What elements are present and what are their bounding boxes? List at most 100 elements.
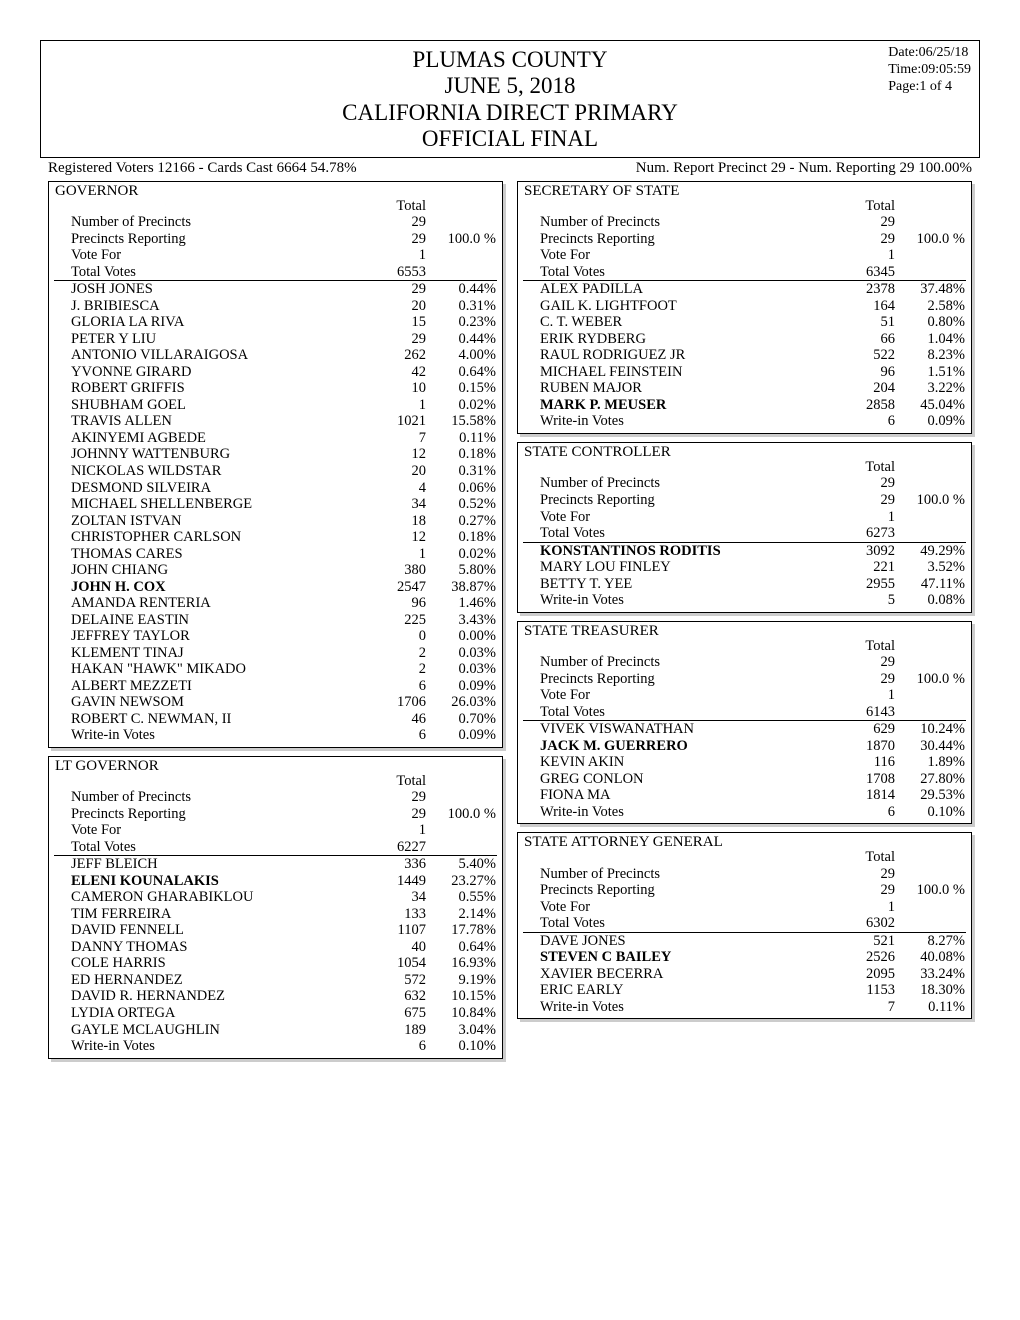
candidate-name: JOSH JONES bbox=[55, 281, 366, 298]
candidate-row: BETTY T. YEE295547.11% bbox=[524, 576, 965, 593]
candidate-votes: 15 bbox=[366, 314, 426, 331]
candidate-name: LYDIA ORTEGA bbox=[55, 1005, 366, 1022]
candidate-pct: 0.09% bbox=[426, 678, 496, 695]
candidate-votes: 1153 bbox=[835, 982, 895, 999]
candidate-votes: 1021 bbox=[366, 413, 426, 430]
candidate-row: XAVIER BECERRA209533.24% bbox=[524, 966, 965, 983]
candidate-name: YVONNE GIRARD bbox=[55, 364, 366, 381]
total-header-row: Total bbox=[524, 638, 965, 655]
candidate-votes: 380 bbox=[366, 562, 426, 579]
candidate-row: TRAVIS ALLEN102115.58% bbox=[55, 413, 496, 430]
candidate-name: DAVID R. HERNANDEZ bbox=[55, 988, 366, 1005]
candidate-pct: 45.04% bbox=[895, 397, 965, 414]
candidate-row: DAVE JONES5218.27% bbox=[524, 933, 965, 950]
candidate-name: RAUL RODRIGUEZ JR bbox=[524, 347, 835, 364]
candidate-name: MICHAEL SHELLENBERGE bbox=[55, 496, 366, 513]
candidate-pct: 29.53% bbox=[895, 787, 965, 804]
candidate-pct: 3.04% bbox=[426, 1022, 496, 1039]
candidate-pct: 15.58% bbox=[426, 413, 496, 430]
candidate-name: GREG CONLON bbox=[524, 771, 835, 788]
row-name: Vote For bbox=[55, 822, 366, 839]
race-box: LT GOVERNORTotalNumber of Precincts29Pre… bbox=[48, 756, 503, 1059]
candidate-row: ALBERT MEZZETI60.09% bbox=[55, 678, 496, 695]
candidate-name: TRAVIS ALLEN bbox=[55, 413, 366, 430]
candidate-pct: 0.44% bbox=[426, 281, 496, 298]
header-row: Number of Precincts29 bbox=[55, 214, 496, 231]
candidate-votes: 5 bbox=[835, 592, 895, 609]
candidate-pct: 4.00% bbox=[426, 347, 496, 364]
candidate-votes: 29 bbox=[366, 331, 426, 348]
candidate-pct: 0.08% bbox=[895, 592, 965, 609]
row-value: 1 bbox=[835, 687, 895, 704]
candidate-row: Write-in Votes60.10% bbox=[524, 804, 965, 821]
candidate-row: COLE HARRIS105416.93% bbox=[55, 955, 496, 972]
candidate-row: RUBEN MAJOR2043.22% bbox=[524, 380, 965, 397]
candidate-pct: 0.03% bbox=[426, 645, 496, 662]
candidate-name: JOHNNY WATTENBURG bbox=[55, 446, 366, 463]
row-name: Vote For bbox=[524, 899, 835, 916]
row-value: 29 bbox=[835, 671, 895, 688]
candidate-row: J. BRIBIESCA200.31% bbox=[55, 298, 496, 315]
candidate-row: AMANDA RENTERIA961.46% bbox=[55, 595, 496, 612]
candidate-name: GAVIN NEWSOM bbox=[55, 694, 366, 711]
candidate-votes: 2095 bbox=[835, 966, 895, 983]
row-value: 1 bbox=[366, 822, 426, 839]
candidate-name: TIM FERREIRA bbox=[55, 906, 366, 923]
row-value: 29 bbox=[366, 214, 426, 231]
candidate-pct: 5.80% bbox=[426, 562, 496, 579]
candidate-votes: 42 bbox=[366, 364, 426, 381]
candidate-votes: 0 bbox=[366, 628, 426, 645]
row-pct bbox=[895, 509, 965, 526]
row-value: 29 bbox=[835, 866, 895, 883]
candidate-votes: 2526 bbox=[835, 949, 895, 966]
stats-row: Registered Voters 12166 - Cards Cast 666… bbox=[40, 158, 980, 181]
candidate-row: JACK M. GUERRERO187030.44% bbox=[524, 738, 965, 755]
candidate-name: JOHN CHIANG bbox=[55, 562, 366, 579]
candidate-votes: 675 bbox=[366, 1005, 426, 1022]
candidate-votes: 1054 bbox=[366, 955, 426, 972]
candidate-pct: 0.64% bbox=[426, 364, 496, 381]
meta-time: Time:09:05:59 bbox=[888, 62, 971, 79]
race-box: STATE TREASURERTotalNumber of Precincts2… bbox=[517, 621, 972, 825]
header-row: Total Votes6553 bbox=[55, 264, 496, 281]
candidate-row: JEFFREY TAYLOR00.00% bbox=[55, 628, 496, 645]
header-row: Vote For1 bbox=[524, 247, 965, 264]
candidate-name: AMANDA RENTERIA bbox=[55, 595, 366, 612]
candidate-name: VIVEK VISWANATHAN bbox=[524, 721, 835, 738]
row-value: 6143 bbox=[835, 704, 895, 721]
total-label: Total bbox=[835, 459, 895, 476]
candidate-pct: 0.11% bbox=[426, 430, 496, 447]
candidate-votes: 632 bbox=[366, 988, 426, 1005]
candidate-pct: 10.15% bbox=[426, 988, 496, 1005]
race-box: GOVERNORTotalNumber of Precincts29Precin… bbox=[48, 181, 503, 748]
candidate-name: ANTONIO VILLARAIGOSA bbox=[55, 347, 366, 364]
row-name: Number of Precincts bbox=[524, 866, 835, 883]
row-pct bbox=[426, 822, 496, 839]
candidate-pct: 0.06% bbox=[426, 480, 496, 497]
candidate-name: NICKOLAS WILDSTAR bbox=[55, 463, 366, 480]
header-row: Number of Precincts29 bbox=[524, 866, 965, 883]
candidate-votes: 1870 bbox=[835, 738, 895, 755]
candidate-row: RAUL RODRIGUEZ JR5228.23% bbox=[524, 347, 965, 364]
header-row: Number of Precincts29 bbox=[524, 214, 965, 231]
candidate-votes: 522 bbox=[835, 347, 895, 364]
row-pct bbox=[426, 839, 496, 856]
candidate-name: ED HERNANDEZ bbox=[55, 972, 366, 989]
candidate-row: Write-in Votes50.08% bbox=[524, 592, 965, 609]
candidate-votes: 225 bbox=[366, 612, 426, 629]
candidate-pct: 0.18% bbox=[426, 529, 496, 546]
candidate-row: GAYLE MCLAUGHLIN1893.04% bbox=[55, 1022, 496, 1039]
race-box: SECRETARY OF STATETotalNumber of Precinc… bbox=[517, 181, 972, 434]
stats-left: Registered Voters 12166 - Cards Cast 666… bbox=[48, 160, 357, 177]
candidate-pct: 0.23% bbox=[426, 314, 496, 331]
candidate-name: KLEMENT TINAJ bbox=[55, 645, 366, 662]
candidate-pct: 0.00% bbox=[426, 628, 496, 645]
candidate-row: DAVID R. HERNANDEZ63210.15% bbox=[55, 988, 496, 1005]
candidate-votes: 7 bbox=[366, 430, 426, 447]
row-name: Precincts Reporting bbox=[524, 492, 835, 509]
candidate-pct: 16.93% bbox=[426, 955, 496, 972]
candidate-row: ERIK RYDBERG661.04% bbox=[524, 331, 965, 348]
total-label: Total bbox=[366, 198, 426, 215]
header-row: Total Votes6227 bbox=[55, 839, 496, 856]
candidate-name: CAMERON GHARABIKLOU bbox=[55, 889, 366, 906]
